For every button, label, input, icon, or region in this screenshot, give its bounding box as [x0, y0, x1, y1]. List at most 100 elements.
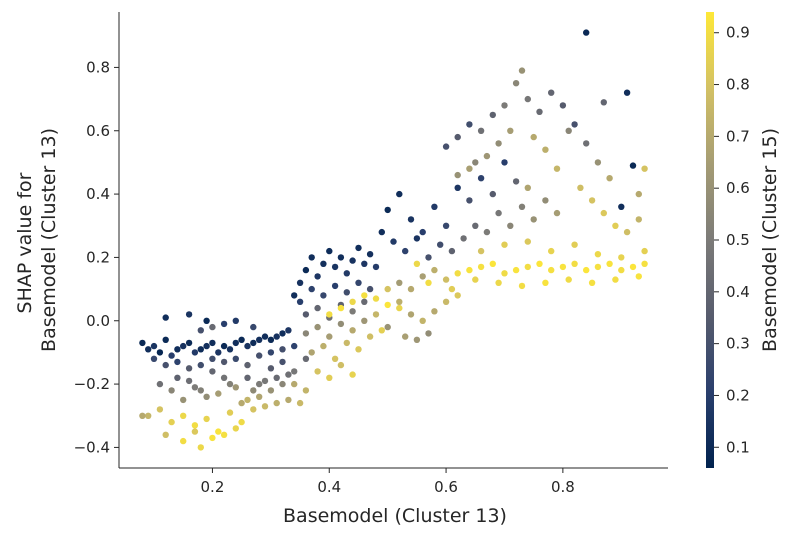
- data-point: [314, 368, 321, 375]
- data-point: [641, 247, 648, 255]
- y-tick-label: 0.0: [86, 312, 110, 330]
- data-point: [583, 266, 590, 274]
- data-point: [366, 333, 374, 340]
- data-point: [483, 152, 491, 160]
- data-point: [372, 263, 380, 271]
- y-tick-label: 0.8: [86, 58, 110, 76]
- data-point: [220, 320, 228, 328]
- data-point: [343, 289, 350, 296]
- data-point: [267, 365, 275, 372]
- data-point: [156, 380, 164, 388]
- data-point: [145, 346, 152, 353]
- data-point: [548, 247, 555, 255]
- data-point: [279, 346, 286, 353]
- colorbar-tick-label: 0.5: [726, 231, 750, 249]
- data-point: [477, 263, 485, 271]
- data-point: [291, 292, 298, 299]
- data-point: [518, 67, 526, 74]
- data-point: [507, 127, 514, 134]
- data-point: [250, 339, 257, 347]
- data-point: [407, 285, 415, 293]
- data-point: [267, 387, 275, 394]
- data-point: [425, 279, 432, 286]
- data-point: [203, 342, 210, 350]
- data-point: [501, 102, 508, 109]
- data-point: [612, 276, 619, 283]
- data-point: [477, 247, 485, 255]
- data-point: [156, 406, 164, 413]
- data-point: [168, 387, 175, 394]
- y-tick-label: −0.4: [74, 438, 110, 456]
- data-point: [215, 428, 222, 435]
- data-point: [431, 266, 438, 274]
- data-point: [559, 102, 567, 109]
- colorbar-tick-label: 0.2: [726, 386, 750, 404]
- data-point: [162, 431, 169, 438]
- data-point: [442, 143, 450, 150]
- data-point: [343, 270, 350, 277]
- data-point: [548, 89, 555, 96]
- data-point: [635, 216, 642, 223]
- colorbar-tick-label: 0.9: [726, 24, 750, 42]
- data-point: [518, 203, 526, 210]
- data-point: [191, 384, 199, 391]
- data-point: [542, 197, 549, 204]
- scatter-points: [139, 29, 648, 451]
- data-point: [302, 387, 310, 394]
- data-point: [174, 358, 181, 366]
- data-point: [139, 339, 146, 347]
- data-point: [220, 342, 228, 350]
- data-point: [320, 260, 327, 267]
- data-point: [279, 330, 286, 337]
- data-point: [349, 298, 356, 305]
- data-point: [530, 216, 537, 223]
- data-point: [291, 342, 298, 350]
- data-point: [413, 235, 421, 242]
- data-point: [244, 374, 251, 381]
- data-point: [448, 285, 456, 293]
- data-point: [162, 314, 169, 321]
- data-point: [256, 352, 263, 359]
- data-point: [524, 238, 531, 245]
- data-point: [185, 339, 193, 347]
- data-point: [250, 406, 257, 413]
- data-point: [419, 228, 426, 236]
- data-point: [180, 396, 187, 404]
- data-point: [402, 247, 409, 255]
- data-point: [209, 339, 216, 347]
- data-point: [180, 437, 187, 445]
- data-point: [495, 140, 502, 147]
- y-tick-label: −0.2: [74, 375, 110, 393]
- colorbar-title: Basemodel (Cluster 15): [759, 128, 781, 352]
- data-point: [448, 247, 456, 255]
- data-point: [191, 349, 199, 356]
- data-point: [577, 184, 584, 191]
- data-point: [594, 263, 602, 271]
- data-point: [472, 159, 479, 166]
- data-point: [326, 247, 333, 255]
- data-point: [150, 355, 158, 362]
- data-point: [256, 380, 263, 388]
- data-point: [349, 257, 356, 264]
- data-point: [536, 108, 543, 116]
- data-point: [203, 317, 210, 324]
- data-point: [466, 165, 473, 172]
- x-axis-title: Basemodel (Cluster 13): [283, 505, 507, 527]
- y-axis-title-line-1: SHAP value for: [14, 172, 36, 313]
- data-point: [512, 80, 520, 87]
- data-point: [565, 276, 572, 283]
- data-point: [407, 311, 415, 318]
- data-point: [197, 444, 204, 451]
- data-point: [279, 358, 286, 366]
- x-tick-label: 0.8: [551, 478, 575, 496]
- data-point: [308, 285, 315, 293]
- data-point: [320, 342, 327, 350]
- data-point: [384, 323, 391, 331]
- data-point: [396, 279, 403, 286]
- data-point: [571, 260, 578, 267]
- data-point: [273, 374, 280, 381]
- data-point: [168, 418, 175, 426]
- data-point: [279, 380, 286, 388]
- data-point: [530, 133, 537, 141]
- data-point: [495, 279, 502, 286]
